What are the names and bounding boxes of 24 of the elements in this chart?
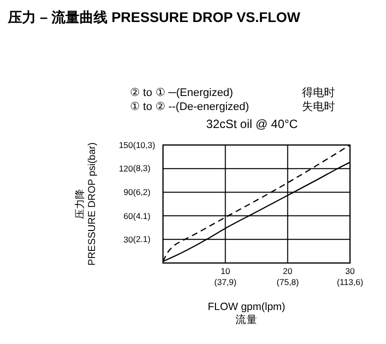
y2-tick-label: (2.1) bbox=[133, 234, 151, 244]
x-tick-label: 10 bbox=[220, 266, 230, 276]
chart-title: 压力 – 流量曲线 PRESSURE DROP VS.FLOW bbox=[7, 9, 302, 25]
text: 得电时 bbox=[302, 86, 335, 99]
y2-tick-label: (10,3) bbox=[133, 140, 156, 150]
text: ① to ② --(De-energized) bbox=[130, 101, 250, 113]
text: ② to ① ─(Energized) bbox=[130, 87, 233, 99]
x-tick-label: 20 bbox=[282, 266, 293, 276]
x2-tick-label: (37,9) bbox=[214, 277, 237, 287]
y-axis-title: 压力降 PRESSURE DROP psi(bar) bbox=[74, 142, 98, 266]
y-tick-label: 120 bbox=[118, 164, 134, 174]
y-tick-label: 60 bbox=[124, 210, 134, 221]
x2-tick-label: (113,6) bbox=[336, 277, 364, 287]
y2-tick-label: (8,3) bbox=[133, 162, 151, 173]
y-tick-label: 150 bbox=[118, 140, 134, 150]
x2-tick-label: (75,8) bbox=[276, 277, 300, 287]
x-axis-title: FLOW gpm(lpm) 流量 bbox=[208, 301, 286, 326]
y2-tick-label: (6,2) bbox=[133, 186, 151, 197]
text: 32cSt oil @ 40°C bbox=[206, 117, 298, 131]
y-tick-label: 90 bbox=[124, 187, 134, 198]
y2-tick-label: (4.1) bbox=[133, 211, 151, 222]
y-tick-label: 30 bbox=[124, 234, 134, 244]
text: 失电时 bbox=[302, 100, 335, 113]
x-tick-label: 30 bbox=[345, 266, 355, 276]
